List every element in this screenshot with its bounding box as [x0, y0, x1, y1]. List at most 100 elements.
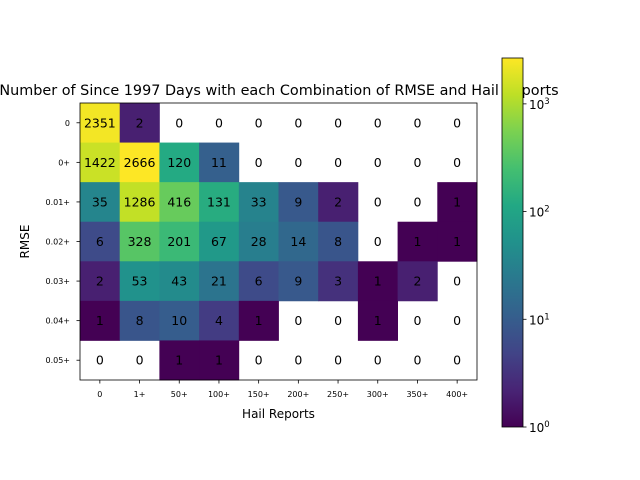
y-axis-label: RMSE [18, 225, 32, 259]
cell-value-label: 9 [294, 274, 302, 289]
heatmap-cell [159, 300, 200, 341]
cell-value-label: 0 [453, 155, 461, 170]
x-tick-label: 0 [97, 390, 102, 399]
x-tick-label: 1+ [134, 390, 146, 399]
cell-value-label: 1 [374, 313, 382, 328]
colorbar-gradient [501, 57, 524, 428]
cell-value-label: 1 [453, 194, 461, 209]
colorbar-tick-label: 102 [529, 205, 550, 220]
cell-value-label: 2 [334, 194, 342, 209]
cell-value-label: 0 [255, 353, 263, 368]
cell-value-label: 0 [294, 353, 302, 368]
heatmap-cell [159, 182, 200, 223]
x-tick-label: 100+ [208, 390, 230, 399]
cell-value-label: 0 [413, 115, 421, 130]
heatmap-cell [318, 182, 359, 223]
heatmap-cell [318, 261, 359, 302]
y-tick-label: 0.04+ [45, 317, 70, 326]
heatmap-cell [199, 142, 240, 183]
cell-value-label: 131 [207, 194, 231, 209]
heatmap-cell [119, 300, 160, 341]
y-axis: 0 0+ 0.01+ 0.02+ 0.03+ 0.04+ 0.05+ [45, 119, 80, 365]
heatmap-cell [238, 182, 279, 223]
y-tick-label: 0.05+ [45, 356, 70, 365]
heatmap-cell [397, 221, 438, 262]
cell-value-label: 201 [167, 234, 191, 249]
heatmap-cell [278, 182, 319, 223]
x-tick-label: 300+ [367, 390, 389, 399]
heatmap-cell [437, 221, 478, 262]
heatmap-cell [119, 182, 160, 223]
heatmap-cell [159, 221, 200, 262]
cell-value-label: 0 [453, 274, 461, 289]
heatmap-cell [80, 221, 121, 262]
cell-value-label: 0 [413, 155, 421, 170]
heatmap-cell [278, 221, 319, 262]
heatmap-cell [238, 221, 279, 262]
heatmap-cell [318, 221, 359, 262]
heatmap-cells [80, 103, 478, 381]
x-tick-label: 200+ [287, 390, 309, 399]
cell-value-label: 8 [334, 234, 342, 249]
heatmap-cell [159, 261, 200, 302]
heatmap-cell [80, 142, 121, 183]
cell-value-label: 0 [374, 115, 382, 130]
x-tick-label: 150+ [248, 390, 270, 399]
cell-value-label: 14 [290, 234, 306, 249]
cell-value-label: 2 [136, 115, 144, 130]
cell-value-label: 0 [374, 353, 382, 368]
heatmap-cell [199, 340, 240, 381]
heatmap-cell [199, 261, 240, 302]
heatmap-cell [238, 300, 279, 341]
cell-value-label: 0 [334, 353, 342, 368]
heatmap-cell [357, 261, 398, 302]
cell-value-label: 28 [251, 234, 267, 249]
cell-value-label: 0 [294, 313, 302, 328]
colorbar-tick-label: 103 [529, 97, 550, 112]
colorbar: 100 101 102 103 [501, 57, 550, 435]
x-tick-label: 250+ [327, 390, 349, 399]
cell-value-label: 53 [132, 274, 148, 289]
cell-value-label: 4 [215, 313, 223, 328]
cell-value-label: 11 [211, 155, 227, 170]
cell-value-label: 0 [453, 313, 461, 328]
cell-value-label: 1 [453, 234, 461, 249]
cell-value-label: 2351 [84, 115, 116, 130]
cell-value-label: 0 [215, 115, 223, 130]
cell-value-label: 8 [136, 313, 144, 328]
cell-value-label: 0 [374, 194, 382, 209]
cell-value-label: 0 [255, 155, 263, 170]
cell-value-label: 0 [294, 155, 302, 170]
x-tick-label: 50+ [171, 390, 188, 399]
x-axis: 0 1+ 50+ 100+ 150+ 200+ 250+ 300+ 350+ 400+ [97, 380, 468, 399]
cell-value-label: 0 [255, 115, 263, 130]
x-axis-label: Hail Reports [242, 407, 315, 421]
cell-value-label: 1 [96, 313, 104, 328]
cell-value-label: 6 [96, 234, 104, 249]
cell-value-label: 1 [175, 353, 183, 368]
cell-value-label: 0 [413, 313, 421, 328]
heatmap-cell [159, 142, 200, 183]
cell-value-label: 0 [413, 194, 421, 209]
heatmap-cell [159, 340, 200, 381]
heatmap-cell [199, 221, 240, 262]
cell-value-label: 2 [96, 274, 104, 289]
heatmap-cell [80, 261, 121, 302]
colorbar-tick-label: 100 [529, 420, 550, 435]
heatmap-cell [238, 261, 279, 302]
heatmap-cell [397, 261, 438, 302]
cell-value-label: 3 [334, 274, 342, 289]
cell-value-label: 0 [294, 115, 302, 130]
cell-value-label: 0 [374, 155, 382, 170]
heatmap-cell [80, 300, 121, 341]
heatmap-cell [199, 300, 240, 341]
heatmap-cell [199, 182, 240, 223]
cell-value-label: 10 [171, 313, 187, 328]
heatmap-cell [119, 142, 160, 183]
colorbar-tick-label: 101 [529, 312, 550, 327]
cell-value-label: 1286 [124, 194, 156, 209]
heatmap-cell [357, 300, 398, 341]
cell-value-label: 120 [167, 155, 191, 170]
heatmap-cell [119, 261, 160, 302]
x-tick-label: 350+ [406, 390, 428, 399]
